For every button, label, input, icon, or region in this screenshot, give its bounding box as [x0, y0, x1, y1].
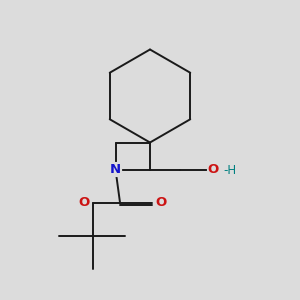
Text: O: O: [155, 196, 166, 209]
Text: O: O: [208, 163, 219, 176]
Text: O: O: [78, 196, 89, 209]
Text: -H: -H: [224, 164, 237, 177]
Text: N: N: [110, 163, 121, 176]
